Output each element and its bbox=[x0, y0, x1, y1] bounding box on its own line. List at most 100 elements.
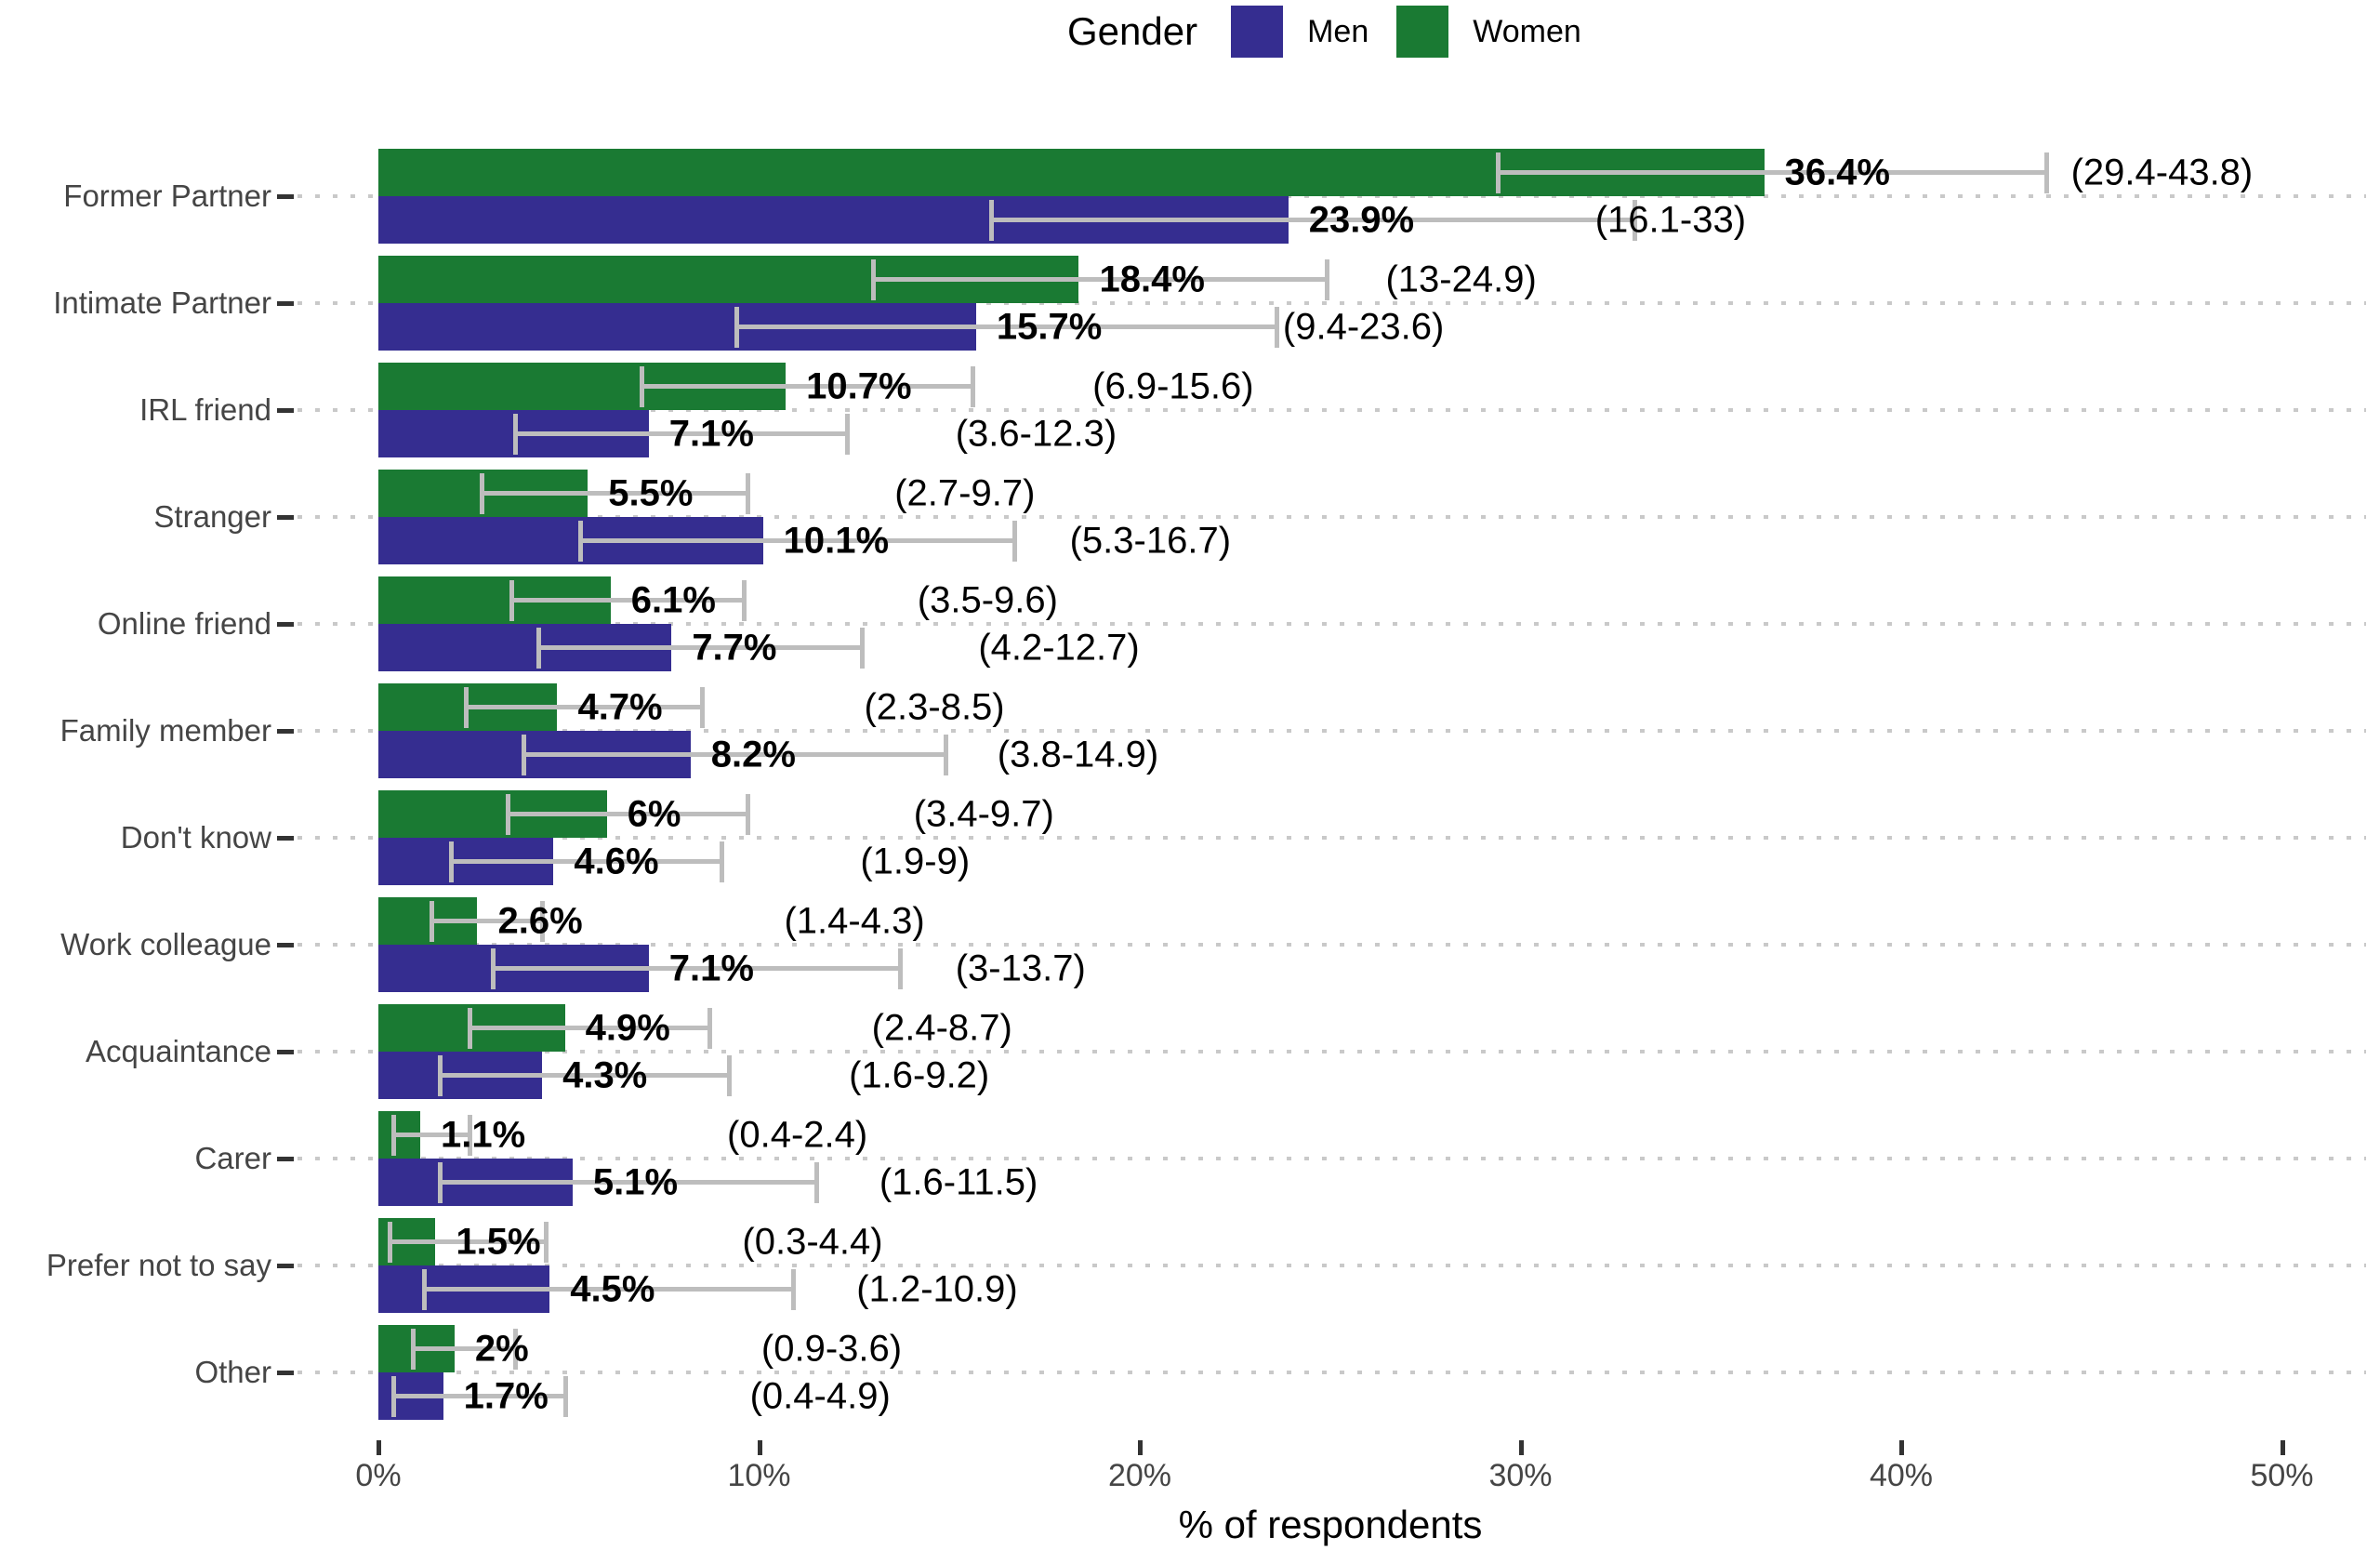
value-label-men-carer: 5.1% bbox=[592, 1161, 679, 1202]
ci-label-women-prefer-not-to-say: (0.3-4.4) bbox=[742, 1221, 883, 1262]
x-tick-50 bbox=[2280, 1440, 2285, 1455]
value-label-women-prefer-not-to-say: 1.5% bbox=[456, 1221, 541, 1262]
y-tick-other bbox=[277, 1371, 294, 1375]
value-label-women-family-member: 4.7% bbox=[577, 686, 663, 727]
value-label-men-stranger: 10.1% bbox=[783, 520, 890, 561]
ci-label-men-intimate-partner: (9.4-23.6) bbox=[1282, 306, 1445, 347]
ci-label-men-family-member: (3.8-14.9) bbox=[997, 734, 1159, 775]
error-bar-high-cap-women-work-colleague bbox=[540, 900, 546, 942]
error-bar-high-cap-women-family-member bbox=[700, 686, 706, 728]
y-tick-don-t-know bbox=[277, 836, 294, 841]
y-axis-label-irl-friend: IRL friend bbox=[139, 392, 271, 427]
y-axis-label-don-t-know: Don't know bbox=[120, 820, 271, 854]
error-bar-high-cap-men-prefer-not-to-say bbox=[791, 1268, 797, 1310]
x-tick-10 bbox=[757, 1440, 762, 1455]
value-label-women-stranger: 5.5% bbox=[608, 472, 694, 513]
error-bar-high-cap-men-family-member bbox=[944, 734, 949, 775]
y-axis-label-family-member: Family member bbox=[60, 713, 271, 748]
ci-label-men-stranger: (5.3-16.7) bbox=[1069, 520, 1232, 561]
error-bar-low-cap-men-don-t-know bbox=[448, 841, 454, 882]
women-color-swatch bbox=[1396, 6, 1449, 58]
error-bar-low-cap-women-online-friend bbox=[509, 579, 515, 621]
error-bar-high-cap-women-carer bbox=[468, 1114, 473, 1156]
value-label-women-carer: 1.1% bbox=[441, 1114, 526, 1155]
y-axis-label-work-colleague: Work colleague bbox=[60, 927, 271, 961]
error-bar-low-cap-men-online-friend bbox=[536, 627, 541, 669]
error-bar-low-cap-women-prefer-not-to-say bbox=[388, 1221, 393, 1263]
ci-label-women-other: (0.9-3.6) bbox=[760, 1328, 903, 1369]
ci-label-women-irl-friend: (6.9-15.6) bbox=[1092, 365, 1254, 406]
error-bar-high-cap-women-don-t-know bbox=[746, 793, 751, 835]
error-bar-high-cap-women-former-partner bbox=[2043, 152, 2049, 193]
error-bar-men-intimate-partner bbox=[735, 324, 1277, 329]
ci-label-women-family-member: (2.3-8.5) bbox=[864, 686, 1005, 727]
y-axis-label-online-friend: Online friend bbox=[97, 606, 271, 641]
error-bar-low-cap-men-other bbox=[391, 1375, 397, 1417]
gridline-family-member bbox=[298, 729, 2366, 733]
value-label-men-work-colleague: 7.1% bbox=[668, 947, 754, 988]
value-label-women-online-friend: 6.1% bbox=[630, 579, 716, 620]
error-bar-low-cap-men-family-member bbox=[521, 734, 526, 775]
gridline-former-partner bbox=[298, 194, 2366, 198]
ci-label-men-prefer-not-to-say: (1.2-10.9) bbox=[856, 1268, 1018, 1309]
error-bar-low-cap-women-family-member bbox=[464, 686, 469, 728]
y-tick-prefer-not-to-say bbox=[277, 1264, 294, 1268]
ci-label-men-online-friend: (4.2-12.7) bbox=[978, 627, 1140, 668]
ci-label-men-carer: (1.6-11.5) bbox=[879, 1161, 1038, 1202]
ci-label-men-former-partner: (16.1-33) bbox=[1594, 199, 1747, 240]
error-bar-men-irl-friend bbox=[515, 431, 847, 436]
y-axis-label-former-partner: Former Partner bbox=[63, 179, 271, 213]
value-label-women-former-partner: 36.4% bbox=[1784, 152, 1890, 192]
error-bar-women-family-member bbox=[466, 704, 703, 709]
error-bar-men-family-member bbox=[522, 751, 946, 757]
gridline-intimate-partner bbox=[298, 301, 2366, 305]
x-tick-label-10: 10% bbox=[727, 1458, 791, 1493]
x-tick-0 bbox=[377, 1440, 381, 1455]
error-bar-low-cap-women-intimate-partner bbox=[871, 258, 877, 300]
error-bar-high-cap-women-online-friend bbox=[742, 579, 747, 621]
value-label-women-irl-friend: 10.7% bbox=[806, 365, 912, 406]
value-label-women-don-t-know: 6% bbox=[627, 793, 681, 834]
error-bar-low-cap-men-former-partner bbox=[989, 199, 995, 241]
error-bar-low-cap-men-work-colleague bbox=[490, 947, 496, 989]
error-bar-high-cap-men-carer bbox=[813, 1161, 819, 1203]
x-tick-label-0: 0% bbox=[355, 1458, 402, 1493]
legend-item-men: Men bbox=[1231, 6, 1368, 58]
x-tick-30 bbox=[1518, 1440, 1524, 1455]
y-tick-carer bbox=[277, 1157, 294, 1161]
ci-label-women-don-t-know: (3.4-9.7) bbox=[913, 793, 1054, 834]
gridline-stranger bbox=[298, 515, 2366, 519]
gridline-acquaintance bbox=[298, 1050, 2366, 1053]
error-bar-high-cap-women-prefer-not-to-say bbox=[544, 1221, 549, 1263]
error-bar-women-intimate-partner bbox=[873, 276, 1327, 282]
y-axis-label-stranger: Stranger bbox=[153, 499, 271, 534]
error-bar-men-stranger bbox=[580, 537, 1014, 543]
value-label-men-former-partner: 23.9% bbox=[1308, 199, 1415, 240]
error-bar-low-cap-women-former-partner bbox=[1495, 152, 1501, 193]
error-bar-low-cap-men-irl-friend bbox=[513, 413, 519, 455]
y-axis-label-carer: Carer bbox=[194, 1141, 271, 1175]
error-bar-low-cap-men-carer bbox=[437, 1161, 443, 1203]
error-bar-men-online-friend bbox=[537, 644, 863, 650]
error-bar-men-don-t-know bbox=[450, 858, 721, 864]
error-bar-women-stranger bbox=[481, 490, 748, 496]
ci-label-men-work-colleague: (3-13.7) bbox=[955, 947, 1086, 988]
error-bar-low-cap-women-acquaintance bbox=[468, 1007, 473, 1049]
y-tick-online-friend bbox=[277, 622, 294, 627]
y-axis-label-prefer-not-to-say: Prefer not to say bbox=[46, 1248, 271, 1282]
value-label-men-other: 1.7% bbox=[463, 1375, 549, 1416]
ci-label-men-other: (0.4-4.9) bbox=[749, 1375, 891, 1416]
legend-title: Gender bbox=[1067, 9, 1198, 53]
value-label-men-prefer-not-to-say: 4.5% bbox=[570, 1268, 655, 1309]
y-tick-intimate-partner bbox=[277, 301, 294, 306]
x-tick-40 bbox=[1899, 1440, 1904, 1455]
ci-label-women-acquaintance: (2.4-8.7) bbox=[871, 1007, 1012, 1048]
ci-label-men-don-t-know: (1.9-9) bbox=[860, 841, 971, 881]
error-bar-low-cap-women-don-t-know bbox=[506, 793, 511, 835]
gridline-don-t-know bbox=[298, 836, 2366, 840]
x-tick-20 bbox=[1138, 1440, 1143, 1455]
x-tick-label-50: 50% bbox=[2250, 1458, 2314, 1493]
error-bar-high-cap-men-work-colleague bbox=[898, 947, 903, 989]
legend-item-women: Women bbox=[1396, 6, 1581, 58]
x-tick-label-40: 40% bbox=[1869, 1458, 1934, 1493]
